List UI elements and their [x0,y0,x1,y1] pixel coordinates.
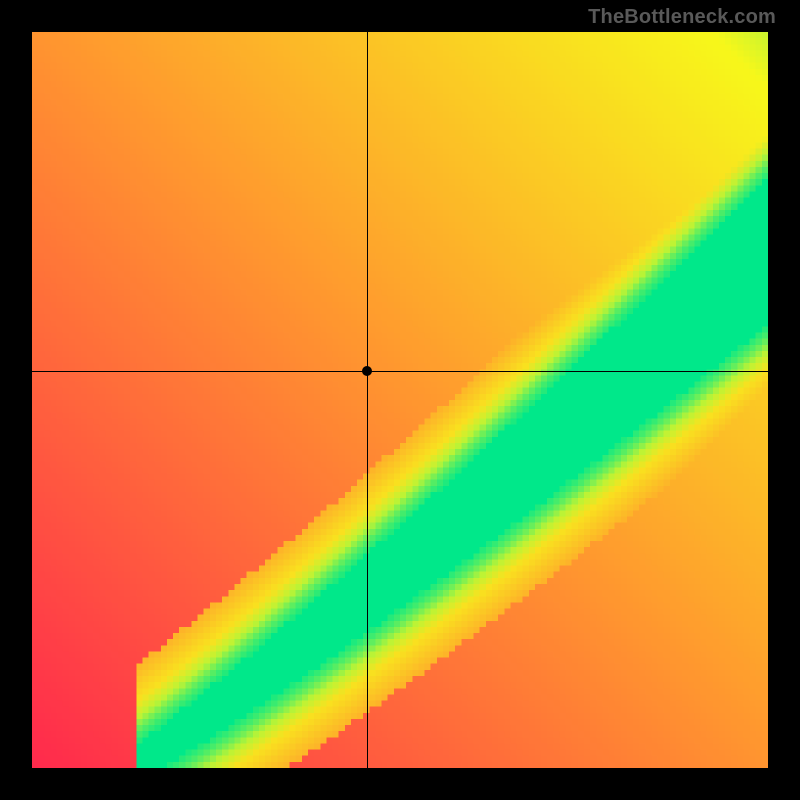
chart-frame: TheBottleneck.com [0,0,800,800]
crosshair-vertical [367,32,368,768]
heatmap-canvas [32,32,768,768]
heatmap-plot [32,32,768,768]
watermark-text: TheBottleneck.com [588,6,776,29]
marker-point [362,366,372,376]
crosshair-horizontal [32,371,768,372]
